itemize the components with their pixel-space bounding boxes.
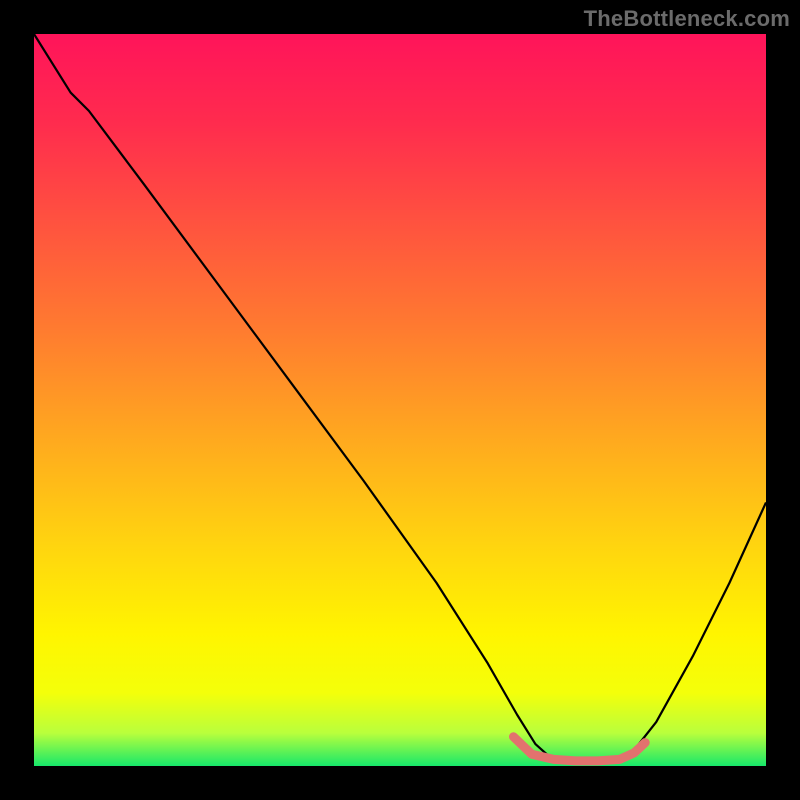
gradient-background xyxy=(34,34,766,766)
plot-svg xyxy=(34,34,766,766)
plot-area xyxy=(34,34,766,766)
chart-frame: TheBottleneck.com xyxy=(0,0,800,800)
watermark-label: TheBottleneck.com xyxy=(584,6,790,32)
